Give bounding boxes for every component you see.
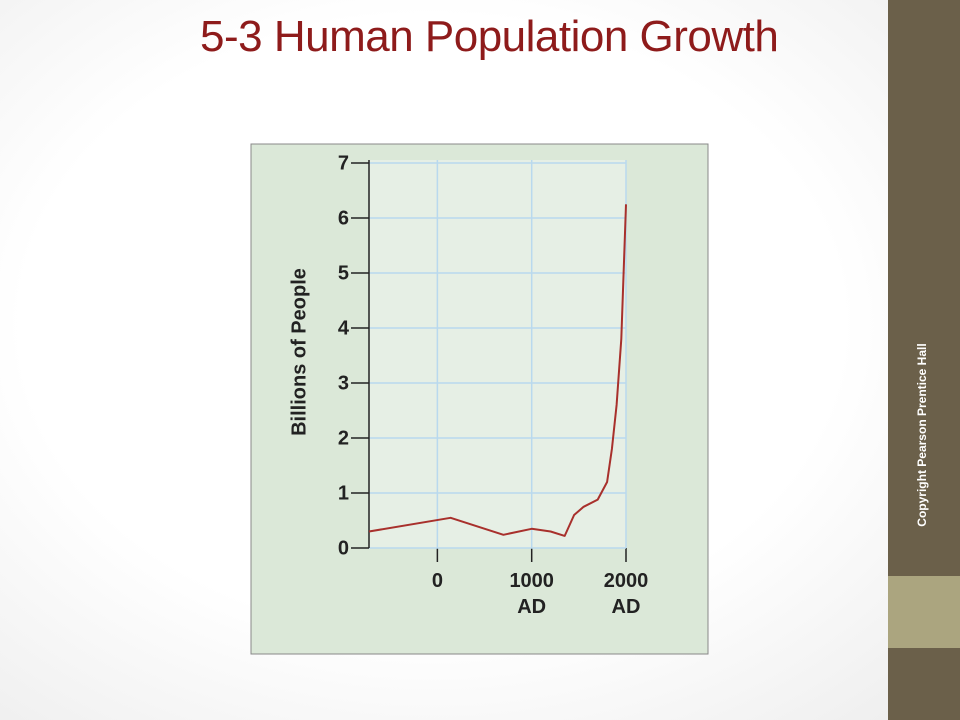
y-tick-label: 1: [338, 482, 349, 504]
x-tick-label: 2000 AD: [603, 570, 649, 618]
y-axis-label: Billions of People: [288, 268, 310, 436]
y-tick-label: 3: [338, 372, 349, 394]
population-line: [368, 204, 627, 537]
x-tick-label: 0: [431, 570, 443, 592]
y-tick-label: 6: [338, 207, 349, 229]
y-tick-label: 0: [338, 537, 349, 559]
sidebar-band: [888, 576, 960, 648]
x-tick-label: 1000 AD: [509, 570, 554, 618]
y-tick-label: 4: [338, 317, 350, 339]
slide-title: 5-3 Human Population Growth: [200, 12, 779, 61]
y-tick-label: 2: [338, 427, 349, 449]
y-tick-label: 7: [338, 152, 349, 174]
y-tick-label: 5: [338, 262, 349, 284]
plot-area: [369, 160, 626, 548]
